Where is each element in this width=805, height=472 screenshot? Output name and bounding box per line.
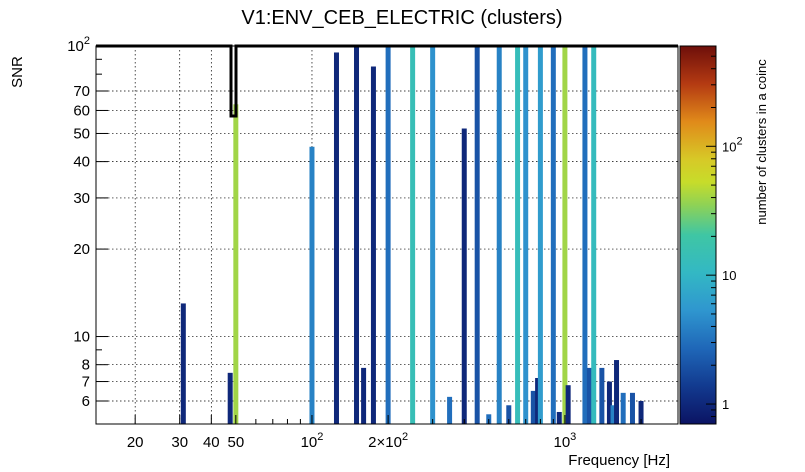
y-tick-label: 30 [73, 190, 90, 207]
heatmap-column [610, 405, 616, 424]
colorbar-label: number of clusters in a coinc [754, 59, 769, 225]
y-tick-label: 40 [73, 154, 90, 171]
y-tick-label: 50 [73, 125, 90, 142]
heatmap-column [556, 411, 562, 424]
heatmap-column [506, 405, 512, 424]
y-tick-label: 8 [82, 357, 90, 374]
x-tick-label: 30 [171, 434, 188, 451]
heatmap-column [535, 377, 541, 424]
heatmap-column [474, 46, 480, 424]
y-tick-label: 60 [73, 102, 90, 119]
heatmap-column [537, 46, 543, 424]
heatmap-column [599, 367, 605, 424]
heatmap-column [180, 303, 186, 424]
colorbar [679, 45, 717, 425]
x-tick-label: 40 [203, 434, 220, 451]
y-tick-label: 70 [73, 83, 90, 100]
heatmap-column [562, 46, 568, 424]
heatmap-column [582, 46, 588, 424]
heatmap-column [410, 46, 416, 424]
x-tick-label: 102 [301, 431, 324, 451]
y-tick-label: 7 [82, 374, 90, 391]
y-tick-label: 6 [82, 393, 90, 410]
x-tick-label: 20 [127, 434, 144, 451]
heatmap-column [461, 128, 467, 424]
x-tick-label: 103 [553, 431, 576, 451]
y-tick-label: 10 [73, 329, 90, 346]
heatmap-column [586, 367, 592, 424]
heatmap-column [565, 385, 571, 424]
heatmap-column [354, 46, 360, 424]
heatmap-column [591, 46, 597, 424]
heatmap-column [614, 360, 620, 424]
plot-frame [95, 45, 679, 425]
heatmap-column [233, 104, 239, 424]
heatmap-column [385, 46, 391, 424]
heatmap-column [496, 46, 502, 424]
heatmap-column [370, 66, 376, 424]
heatmap-column [530, 390, 536, 424]
heatmap-column [523, 46, 529, 424]
heatmap-column [515, 46, 521, 424]
x-tick-label: 2×102 [368, 431, 408, 451]
heatmap-column [620, 392, 626, 424]
heatmap-column [638, 400, 644, 424]
colorbar-tick-label: 102 [722, 135, 743, 154]
heatmap-column [309, 146, 315, 424]
heatmap-column [550, 46, 556, 424]
heatmap-column [430, 46, 436, 424]
colorbar-tick-label: 10 [722, 268, 736, 283]
heatmap-column [447, 396, 453, 424]
y-tick-label: 20 [73, 241, 90, 258]
heatmap-column [629, 392, 635, 424]
y-tick-label: 102 [67, 35, 90, 55]
chart-title: V1:ENV_CEB_ELECTRIC (clusters) [241, 7, 562, 29]
x-axis-label: Frequency [Hz] [568, 452, 670, 469]
heatmap-column [333, 52, 339, 424]
heatmap-column [361, 367, 367, 424]
colorbar-tick-label: 1 [722, 397, 729, 412]
heatmap-column [606, 381, 612, 424]
heatmap-cells [180, 46, 644, 424]
heatmap-column [227, 372, 233, 424]
y-axis-label: SNR [9, 56, 26, 88]
y-axis-ticks: 6 78 10 20 30 40 50 60 70 102 [67, 35, 108, 425]
x-tick-label: 50 [227, 434, 244, 451]
